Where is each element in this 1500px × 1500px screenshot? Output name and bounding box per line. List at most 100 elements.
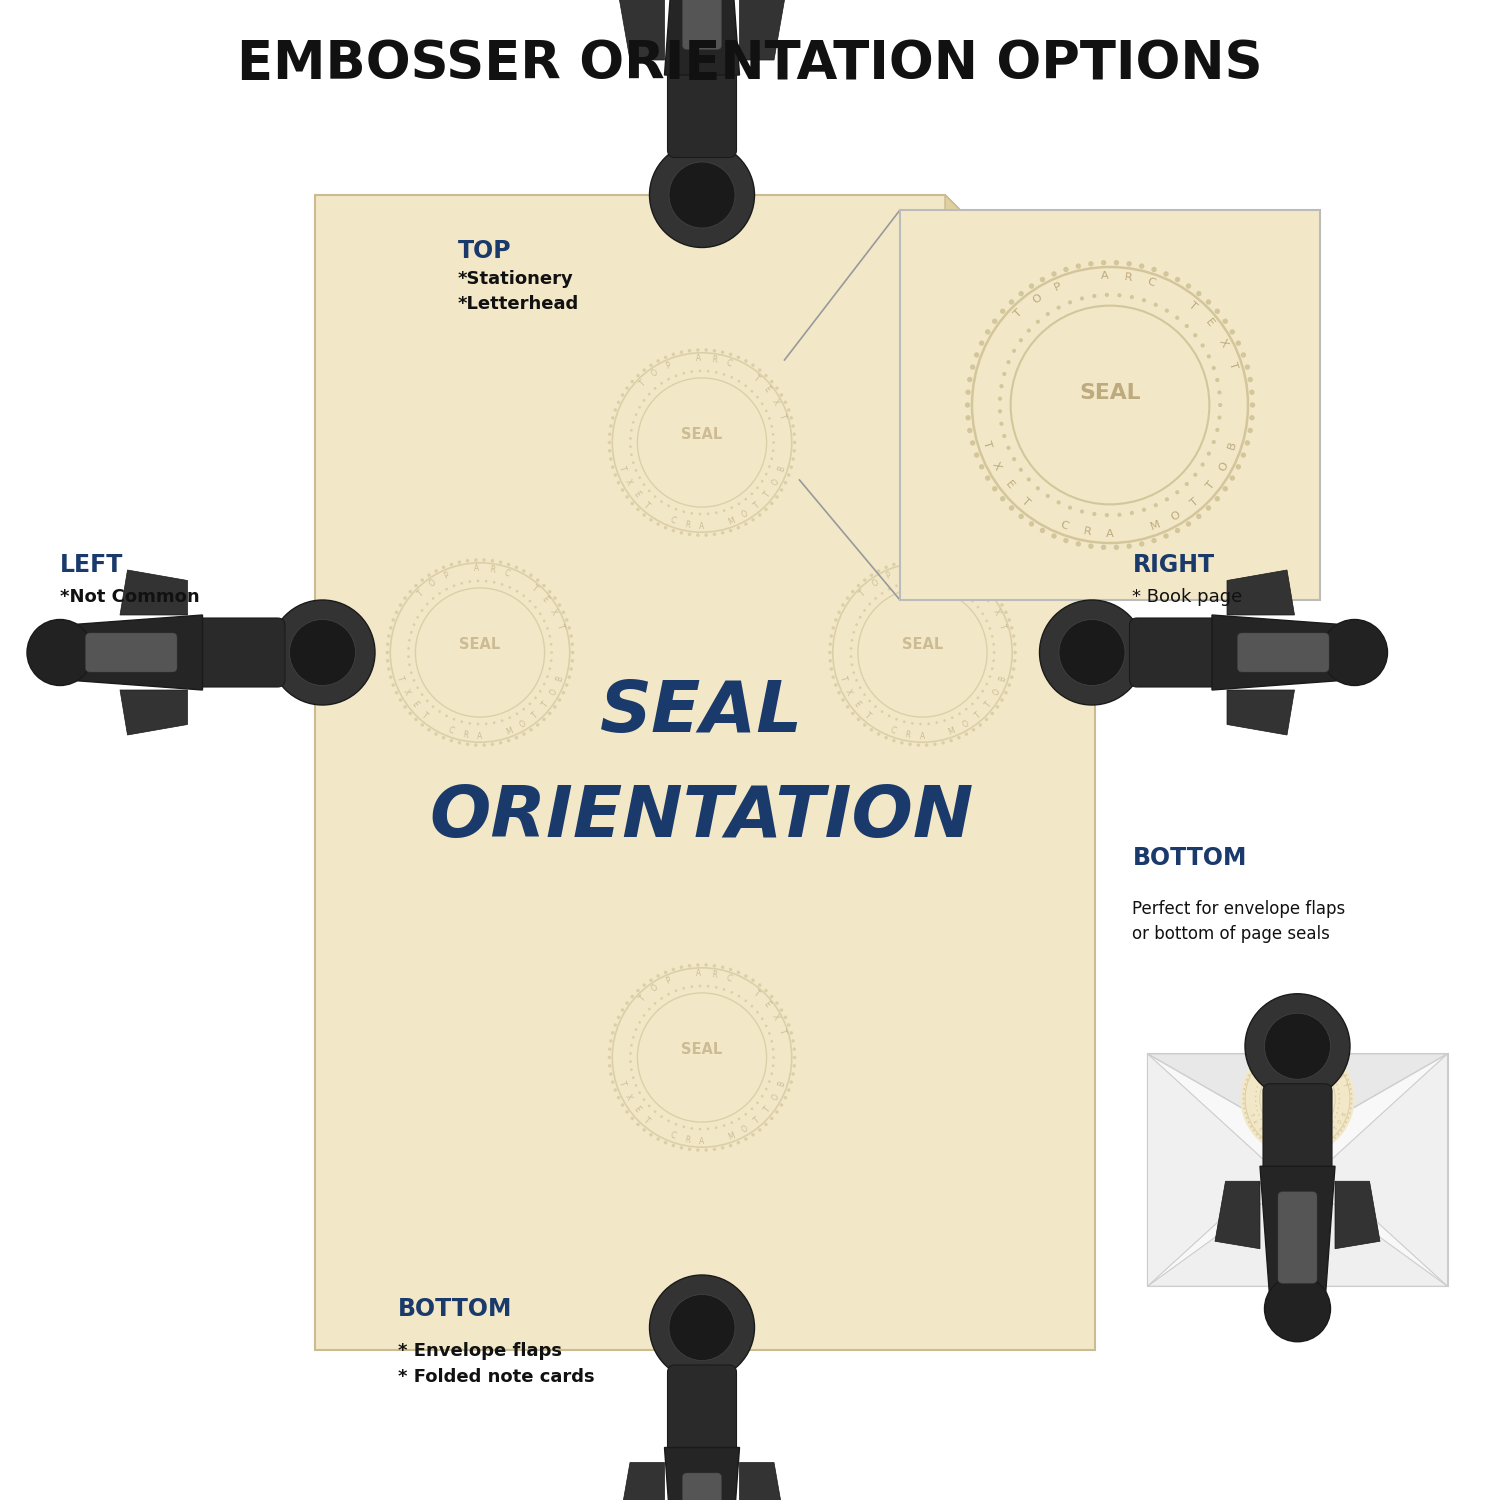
Circle shape <box>696 963 699 966</box>
Text: A: A <box>916 564 921 573</box>
Circle shape <box>964 594 968 597</box>
Circle shape <box>608 441 610 444</box>
Circle shape <box>842 699 844 702</box>
Circle shape <box>634 1084 638 1086</box>
Circle shape <box>1280 1149 1282 1152</box>
Text: C: C <box>669 516 676 526</box>
Circle shape <box>730 1122 734 1124</box>
Circle shape <box>862 693 865 696</box>
Circle shape <box>453 585 456 586</box>
Text: SEAL: SEAL <box>681 1042 723 1058</box>
Circle shape <box>632 1036 634 1038</box>
Circle shape <box>501 718 504 722</box>
Circle shape <box>660 500 663 502</box>
Circle shape <box>964 402 970 408</box>
Circle shape <box>855 680 858 681</box>
Circle shape <box>516 712 519 716</box>
Circle shape <box>642 1098 645 1101</box>
Text: E: E <box>762 999 772 1010</box>
Circle shape <box>660 382 663 386</box>
Circle shape <box>998 396 1002 400</box>
Circle shape <box>789 1030 794 1035</box>
Circle shape <box>1186 520 1191 526</box>
Circle shape <box>680 1146 682 1149</box>
Circle shape <box>608 448 612 453</box>
Circle shape <box>852 672 855 674</box>
Circle shape <box>750 492 753 495</box>
Circle shape <box>609 458 612 460</box>
Circle shape <box>852 632 855 633</box>
Circle shape <box>628 436 632 439</box>
Circle shape <box>792 1040 795 1042</box>
Circle shape <box>927 580 930 582</box>
Circle shape <box>1264 1275 1330 1341</box>
Circle shape <box>534 696 537 699</box>
Circle shape <box>1256 1101 1257 1102</box>
Circle shape <box>688 350 692 352</box>
Circle shape <box>990 590 994 594</box>
Circle shape <box>1350 1094 1353 1095</box>
Text: * Book page: * Book page <box>1132 588 1242 606</box>
Circle shape <box>771 458 772 460</box>
Circle shape <box>993 660 994 662</box>
Circle shape <box>550 651 554 654</box>
Circle shape <box>1347 1118 1348 1119</box>
Circle shape <box>978 723 982 726</box>
Circle shape <box>626 1110 628 1113</box>
Text: SEAL: SEAL <box>681 427 723 442</box>
Circle shape <box>1126 261 1132 267</box>
Circle shape <box>752 1132 754 1137</box>
Circle shape <box>892 740 896 742</box>
Text: C: C <box>945 568 954 578</box>
Circle shape <box>942 561 945 564</box>
Circle shape <box>783 1096 788 1100</box>
Circle shape <box>608 1064 612 1068</box>
Circle shape <box>1294 1152 1296 1154</box>
Circle shape <box>446 588 448 591</box>
Circle shape <box>484 580 488 582</box>
Text: T: T <box>858 588 868 598</box>
Circle shape <box>926 558 928 561</box>
Circle shape <box>760 480 764 483</box>
Circle shape <box>744 384 747 387</box>
Circle shape <box>888 588 891 591</box>
Circle shape <box>386 658 390 663</box>
Circle shape <box>964 732 968 736</box>
Polygon shape <box>1212 615 1354 690</box>
Circle shape <box>699 369 702 372</box>
Circle shape <box>794 1056 796 1059</box>
Text: X: X <box>1338 1072 1344 1078</box>
Text: B: B <box>1341 1112 1347 1116</box>
Circle shape <box>1266 1126 1268 1128</box>
Circle shape <box>831 675 836 680</box>
Circle shape <box>528 600 531 603</box>
Circle shape <box>768 1032 771 1035</box>
Polygon shape <box>664 0 740 75</box>
Circle shape <box>776 495 778 498</box>
Circle shape <box>699 984 702 987</box>
Circle shape <box>604 345 800 540</box>
Circle shape <box>543 717 546 722</box>
Circle shape <box>1242 1094 1245 1095</box>
Text: R: R <box>462 730 468 740</box>
Circle shape <box>988 627 992 630</box>
Circle shape <box>765 1088 768 1090</box>
Text: T: T <box>540 700 550 709</box>
Circle shape <box>760 1017 764 1020</box>
Circle shape <box>770 501 774 506</box>
Circle shape <box>770 380 774 384</box>
Circle shape <box>682 987 686 990</box>
Circle shape <box>460 720 464 723</box>
Circle shape <box>399 699 402 702</box>
Circle shape <box>981 612 984 615</box>
Circle shape <box>992 668 993 670</box>
Polygon shape <box>740 1462 784 1500</box>
Circle shape <box>650 142 754 248</box>
Circle shape <box>744 522 747 526</box>
Text: T: T <box>1341 1082 1347 1086</box>
Circle shape <box>1323 1065 1324 1066</box>
Circle shape <box>986 476 990 482</box>
Text: A: A <box>920 732 926 741</box>
Circle shape <box>1258 1114 1260 1116</box>
Circle shape <box>850 590 855 594</box>
